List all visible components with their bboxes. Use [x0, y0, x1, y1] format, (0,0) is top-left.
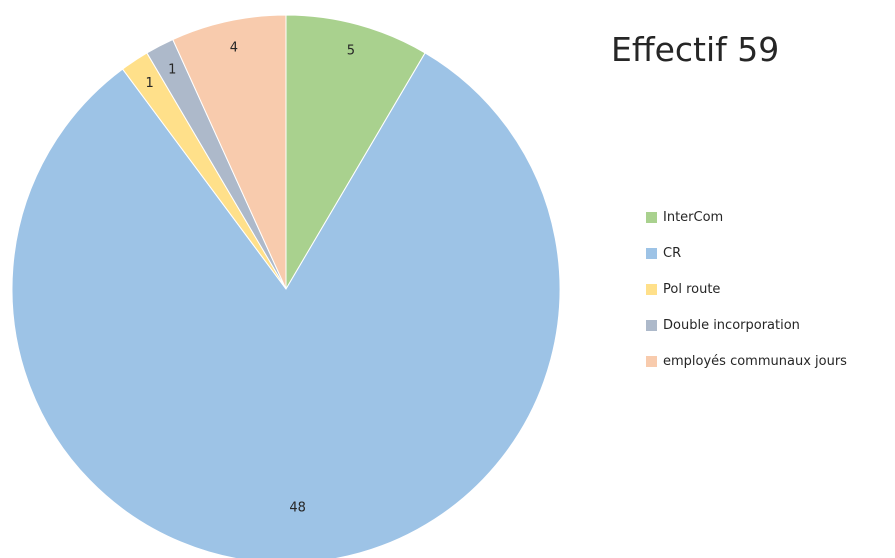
legend-swatch [646, 247, 657, 259]
chart-title: Effectif 59 [611, 30, 780, 69]
data-label-employ-s-communaux-jours: 4 [230, 40, 238, 55]
legend-item: employés communaux jours [646, 352, 847, 370]
data-label-double-incorporation: 1 [168, 63, 176, 78]
legend-label: employés communaux jours [663, 353, 847, 369]
data-label-pol-route: 1 [146, 76, 154, 91]
pie-slices [11, 14, 561, 558]
data-label-cr: 48 [289, 500, 306, 515]
legend-swatch [646, 355, 657, 367]
data-label-intercom: 5 [347, 44, 355, 59]
legend-swatch [646, 211, 657, 223]
legend-item: CR [646, 244, 847, 262]
legend-item: Pol route [646, 280, 847, 298]
legend-swatch [646, 319, 657, 331]
legend-label: InterCom [663, 209, 724, 225]
legend-label: Pol route [663, 281, 721, 297]
legend-item: InterCom [646, 208, 847, 226]
pie-slice-employ-s-communaux-jours [172, 14, 287, 290]
legend-label: Double incorporation [663, 317, 800, 333]
pie-data-labels: 5 48 11 4 [146, 40, 355, 515]
legend-swatch [646, 283, 657, 295]
chart-legend: InterCom CR Pol route Double incorporation e… [646, 208, 847, 388]
pie-slice-cr [11, 52, 561, 558]
legend-label: CR [663, 245, 682, 261]
pie-slice-intercom [285, 14, 426, 291]
legend-item: Double incorporation [646, 316, 847, 334]
